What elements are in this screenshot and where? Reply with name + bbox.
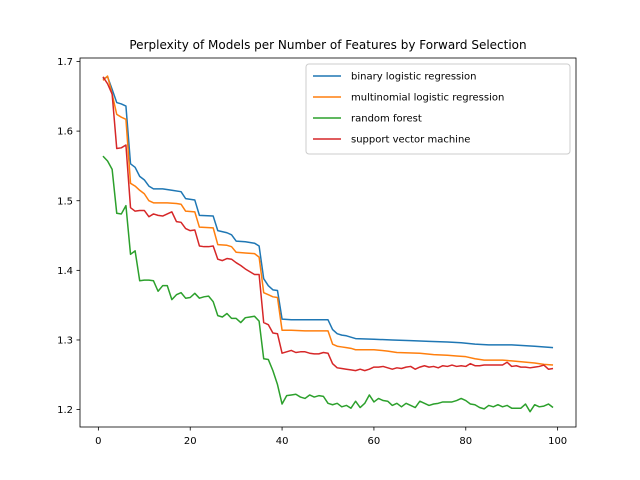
y-axis: 1.2 1.3 1.4 1.5 1.6 1.7 xyxy=(57,57,80,416)
legend-label: multinomial logistic regression xyxy=(351,93,504,104)
x-tick-label: 0 xyxy=(95,436,101,447)
y-tick-label: 1.6 xyxy=(57,127,73,138)
x-tick-label: 80 xyxy=(459,436,472,447)
x-axis: 0 20 40 60 80 100 xyxy=(95,427,567,447)
x-tick-label: 40 xyxy=(276,436,289,447)
x-tick-label: 100 xyxy=(548,436,567,447)
y-tick-label: 1.4 xyxy=(57,266,73,277)
y-tick-label: 1.7 xyxy=(57,57,73,68)
x-tick-label: 60 xyxy=(368,436,381,447)
legend-label: support vector machine xyxy=(351,135,470,146)
series-layer xyxy=(102,75,554,413)
legend: binary logistic regression multinomial lo… xyxy=(305,63,571,155)
series-line-4 xyxy=(102,76,554,372)
axes-frame xyxy=(79,57,577,428)
series-line-3 xyxy=(102,155,554,413)
y-tick-label: 1.2 xyxy=(57,405,73,416)
legend-frame xyxy=(305,63,571,155)
series-line-2 xyxy=(102,75,554,366)
chart-title: Perplexity of Models per Number of Featu… xyxy=(129,38,526,52)
legend-label: binary logistic regression xyxy=(351,72,477,83)
x-tick-label: 20 xyxy=(184,436,197,447)
y-tick-label: 1.3 xyxy=(57,336,73,347)
y-tick-label: 1.5 xyxy=(57,196,73,207)
series-line-1 xyxy=(102,76,554,349)
legend-label: random forest xyxy=(351,114,422,125)
